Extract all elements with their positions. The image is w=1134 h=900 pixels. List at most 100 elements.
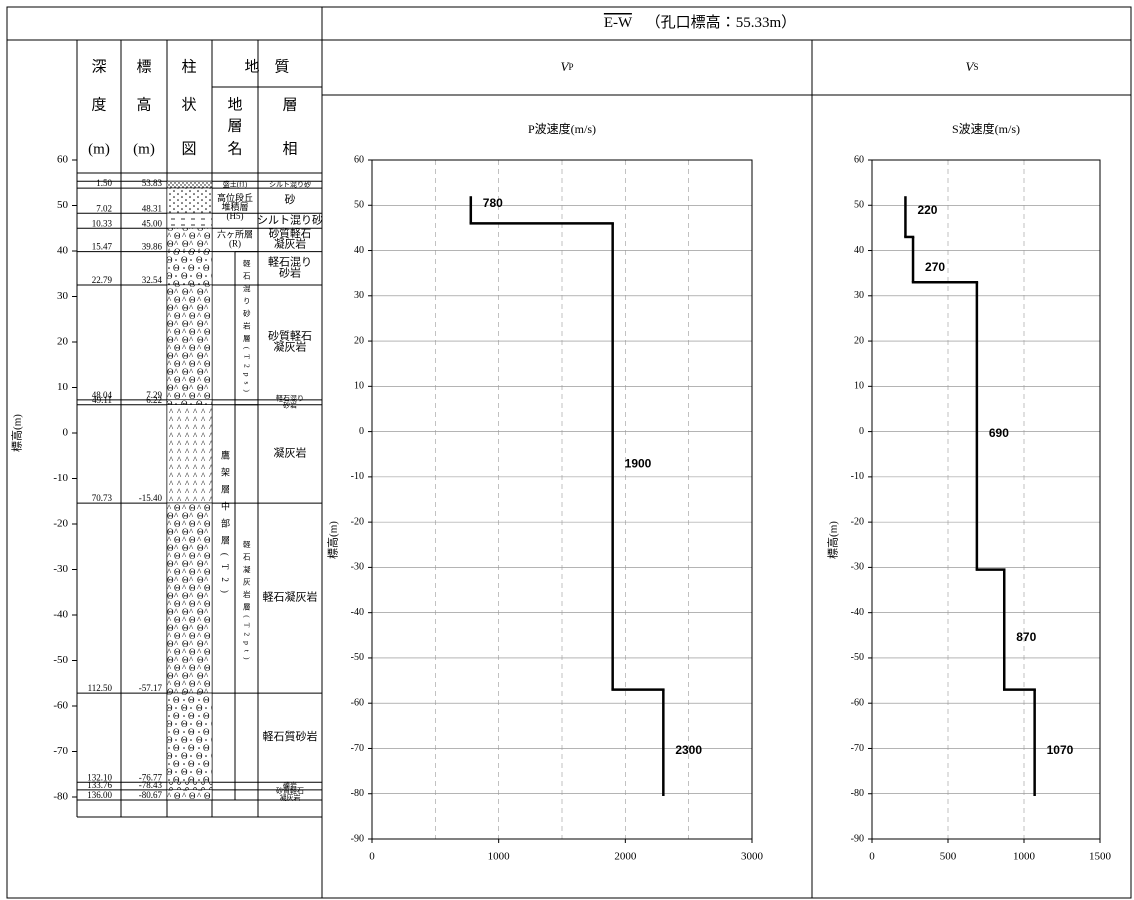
elevation-label: 48.31 (142, 203, 162, 213)
column-pattern (166, 789, 213, 801)
log-column-header: 地 質 (244, 57, 289, 75)
x-tick-label: 2000 (614, 851, 637, 863)
y-tick-label: -90 (351, 833, 364, 844)
x-tick-label: 0 (369, 851, 375, 863)
y-tick-label: -30 (851, 562, 864, 573)
value-label: 2300 (675, 743, 702, 757)
log-column-header: 高 (136, 96, 151, 113)
elevation-label: -57.17 (139, 683, 163, 693)
log-column-header: 状 (181, 96, 196, 113)
y-tick-label: 60 (854, 154, 864, 165)
member-label: 軽石凝灰岩層(T2pt) (242, 540, 251, 665)
header-subscript: S (973, 62, 978, 72)
facies-label: 軽石質砂岩 (263, 729, 318, 743)
y-tick-label: -70 (351, 743, 364, 754)
value-label: 1070 (1047, 743, 1074, 757)
log-tick-label: -10 (53, 472, 68, 484)
depth-label: 112.50 (88, 683, 113, 693)
facies-label: 軽石凝灰岩 (263, 590, 318, 604)
y-axis-title: 標高(m) (326, 521, 340, 559)
column-pattern (166, 404, 213, 504)
facies-label: 砂岩 (279, 265, 301, 279)
column-pattern (166, 782, 213, 791)
log-column-header: 地 (227, 96, 242, 113)
member-label: 軽石混り砂岩層(T2ps) (242, 259, 251, 397)
y-tick-label: -60 (851, 697, 864, 708)
log-column-header: 相 (282, 140, 297, 157)
facies-label: シルト混り砂 (257, 213, 323, 226)
formation-label: 六ヶ所層 (217, 229, 253, 240)
depth-label: 49.11 (92, 395, 112, 405)
facies-label: 砂岩 (283, 400, 297, 409)
x-tick-label: 500 (940, 851, 957, 863)
y-tick-label: -40 (351, 607, 364, 618)
log-tick-label: -70 (53, 745, 68, 757)
depth-label: 70.73 (92, 493, 113, 503)
column-pattern (166, 180, 213, 189)
log-tick-label: -30 (53, 563, 68, 575)
formation-label: (H5) (227, 211, 244, 221)
y-tick-label: -80 (851, 788, 864, 799)
facies-label: 凝灰岩 (274, 445, 307, 459)
log-tick-label: 40 (57, 245, 69, 257)
facies-label: シルト混り砂 (269, 179, 311, 188)
formation-label: 鷹架層中部層(T2) (220, 450, 230, 601)
log-tick-label: -40 (53, 609, 68, 621)
y-tick-label: 40 (854, 245, 864, 256)
facies-label: 軽石混り (268, 255, 312, 268)
panel-header: VS (966, 59, 979, 74)
log-column-header: (m) (88, 141, 110, 157)
facies-label: 凝灰岩 (274, 238, 306, 251)
x-tick-label: 1500 (1089, 851, 1112, 863)
log-column-header: 層 (282, 97, 297, 113)
elevation-label: -80.67 (139, 790, 163, 800)
log-tick-label: 0 (63, 427, 69, 439)
y-tick-label: -10 (851, 471, 864, 482)
log-tick-label: 30 (57, 290, 69, 302)
y-tick-label: 60 (354, 154, 364, 165)
y-tick-label: -30 (351, 562, 364, 573)
header-symbol: V (561, 59, 571, 74)
depth-label: 10.33 (92, 218, 113, 228)
y-tick-label: 20 (854, 335, 864, 346)
column-pattern (166, 187, 213, 214)
depth-label: 15.47 (92, 242, 113, 252)
formation-label: 盛土(f1) (223, 179, 248, 188)
column-pattern (166, 692, 213, 783)
plot-frame (871, 159, 1101, 840)
column-pattern (166, 502, 213, 694)
facies-label: 砂質軽石 (276, 786, 304, 795)
y-tick-label: -80 (351, 788, 364, 799)
value-label: 220 (917, 203, 937, 217)
y-tick-label: 50 (354, 200, 364, 211)
depth-label: 22.79 (92, 275, 113, 285)
header-subscript: P (568, 62, 573, 72)
elevation-suffix: m） (769, 14, 796, 31)
value-label: 690 (989, 426, 1009, 440)
y-tick-label: -60 (351, 697, 364, 708)
plot-frame (371, 159, 753, 840)
x-tick-label: 3000 (741, 851, 764, 863)
log-column-header: 名 (227, 140, 242, 157)
panel-header: VP (561, 59, 574, 74)
figure-title: E-W （孔口標高：55.33m） (604, 14, 796, 31)
y-tick-label: 40 (354, 245, 364, 256)
column-pattern (166, 228, 213, 252)
log-tick-label: 10 (57, 381, 69, 393)
log-column-header: 度 (91, 96, 106, 113)
y-tick-label: 0 (359, 426, 364, 437)
elevation-label: 45.00 (142, 218, 163, 228)
facies-label: 砂 (285, 193, 296, 206)
section-name: E-W (604, 15, 633, 31)
y-tick-label: -10 (351, 471, 364, 482)
outer-frame (6, 6, 1132, 899)
value-label: 1900 (625, 457, 652, 471)
elevation-prefix: （孔口標高： (646, 14, 736, 31)
y-tick-label: 30 (354, 290, 364, 301)
elevation-label: -15.40 (139, 493, 163, 503)
column-pattern (166, 399, 213, 405)
elevation-label: -78.43 (139, 780, 163, 790)
column-pattern (166, 251, 213, 286)
elevation-label: 39.86 (142, 242, 163, 252)
value-label: 780 (483, 196, 503, 210)
